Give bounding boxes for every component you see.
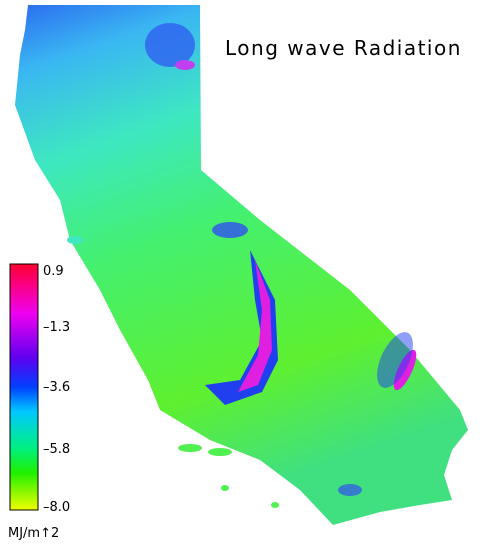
legend-tick-label: –3.6 bbox=[43, 380, 70, 395]
legend-tick-label: –8.0 bbox=[43, 500, 70, 515]
legend-unit: MJ/m↑2 bbox=[8, 526, 59, 541]
legend-tick-label: –1.3 bbox=[43, 320, 70, 335]
legend-tick-label: –5.8 bbox=[43, 442, 70, 457]
color-bar bbox=[9, 263, 39, 511]
legend-tick-label: 0.9 bbox=[43, 264, 64, 279]
map-title: Long wave Radiation bbox=[225, 36, 462, 60]
high-elevation-zones bbox=[67, 23, 417, 508]
california bbox=[15, 5, 468, 525]
